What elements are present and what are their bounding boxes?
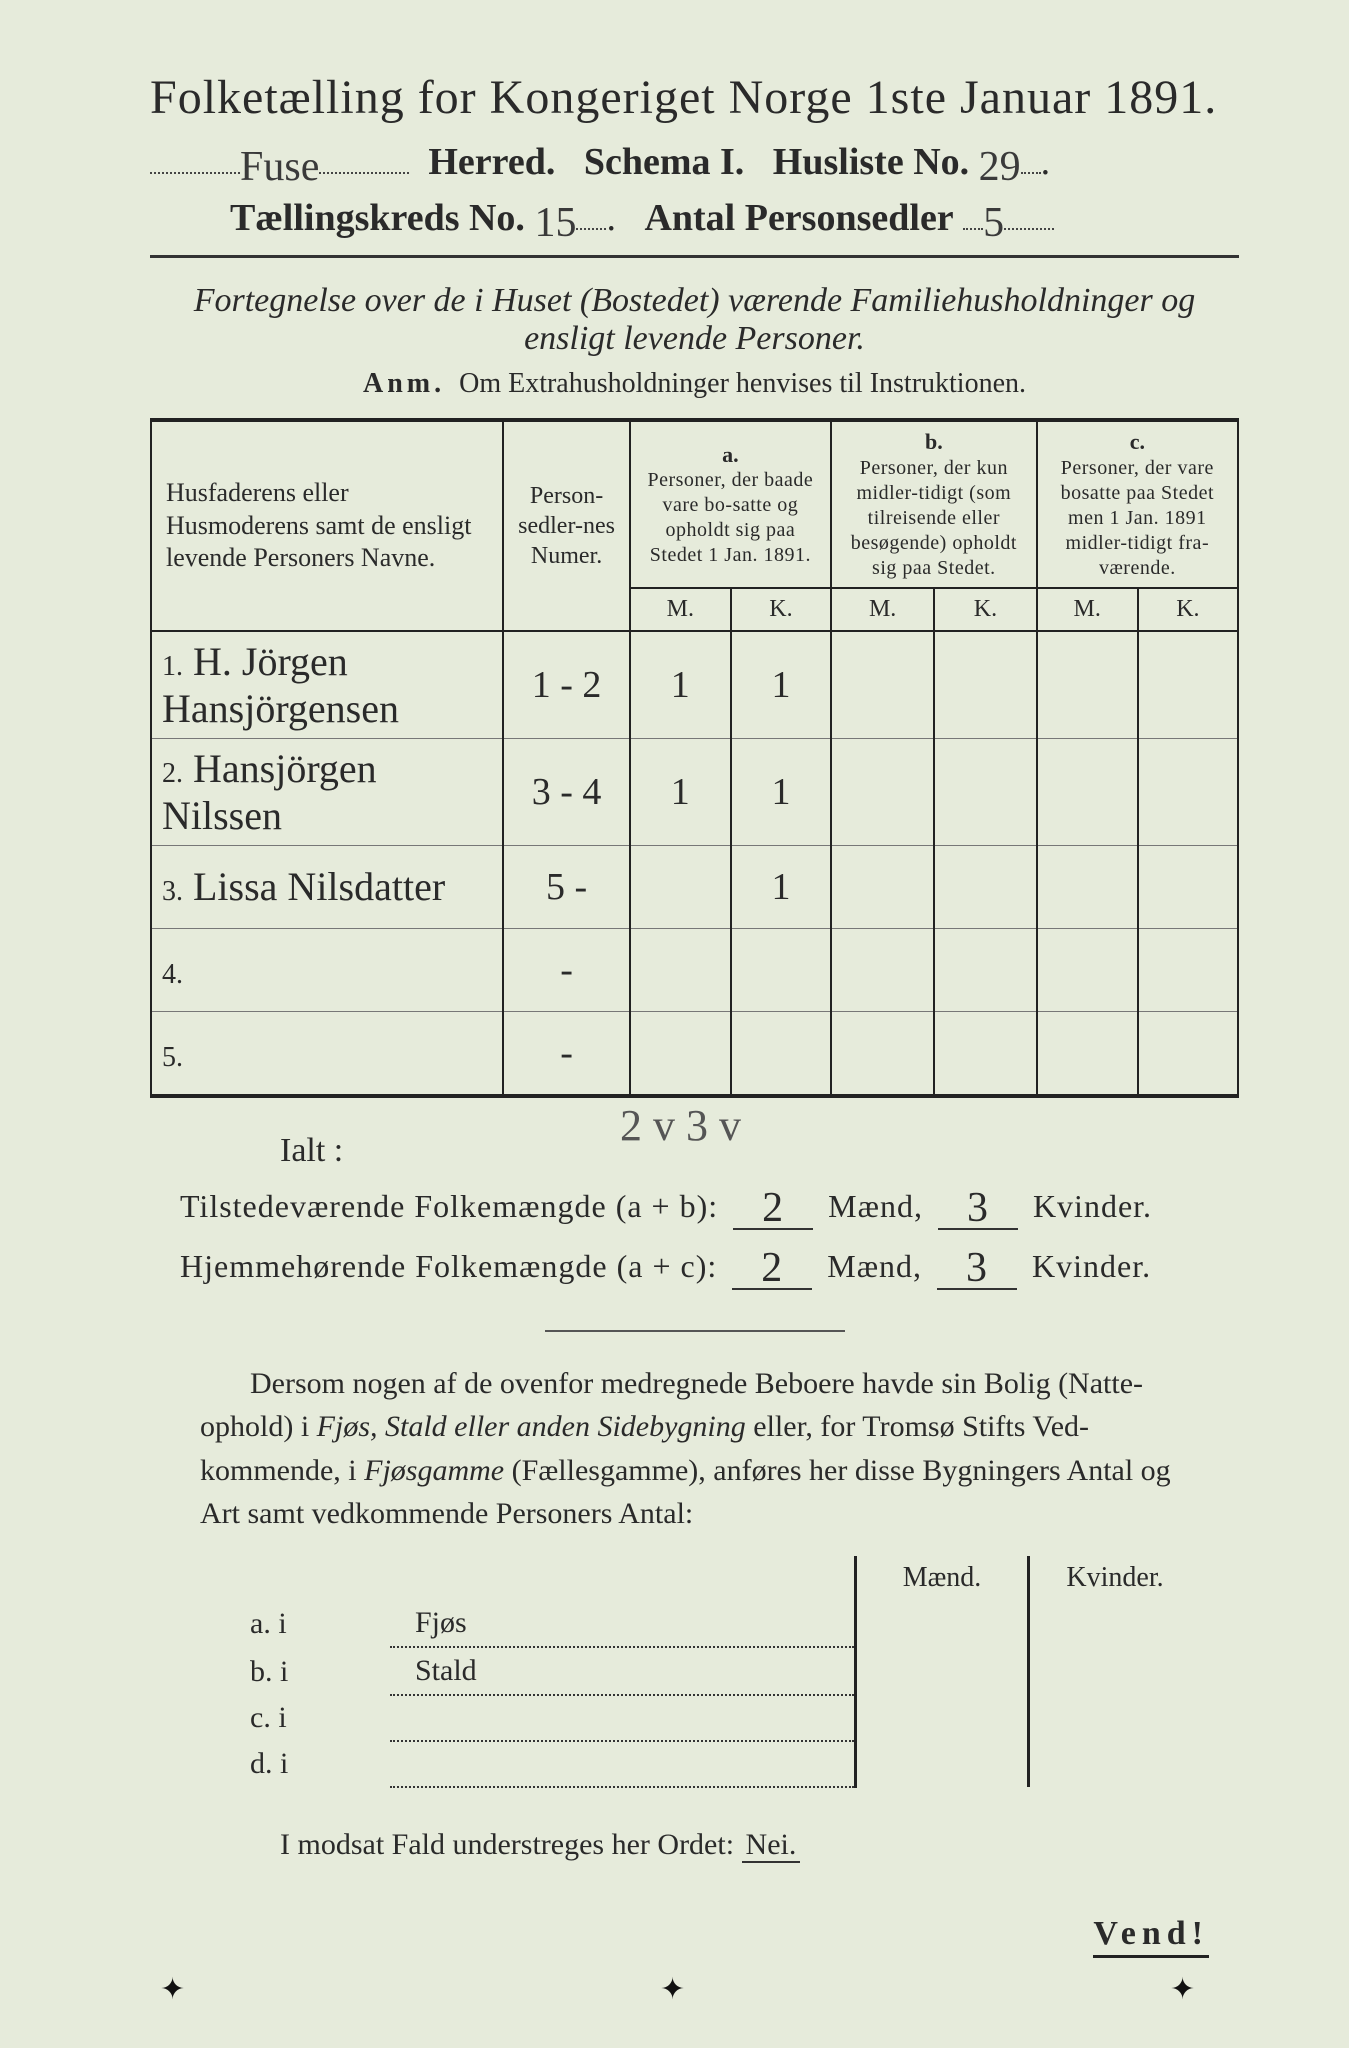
col-num-header: Person-sedler-nes Numer. bbox=[503, 420, 629, 631]
col-name-header: Husfaderens eller Husmoderens samt de en… bbox=[151, 420, 503, 631]
col-a-letter: a. bbox=[639, 441, 822, 469]
kreds-value: 15 bbox=[534, 200, 576, 246]
total-ab-m: 2 bbox=[762, 1185, 784, 1231]
page-title: Folketælling for Kongeriget Norge 1ste J… bbox=[150, 70, 1239, 125]
col-c-header: c. Personer, der vare bosatte paa Stedet… bbox=[1037, 420, 1238, 588]
col-b-text: Personer, der kun midler-tidigt (som til… bbox=[840, 456, 1028, 581]
herred-label: Herred. bbox=[428, 141, 555, 183]
col-c-k: K. bbox=[1138, 588, 1238, 631]
byg-row: a. i Fjøs bbox=[240, 1600, 1200, 1647]
col-a-m: M. bbox=[630, 588, 731, 631]
header-row-2: Tællingskreds No. 15. Antal Personsedler… bbox=[230, 193, 1239, 241]
total-ac-label: Hjemmehørende Folkemængde (a + c): bbox=[180, 1248, 717, 1284]
total-ac-k: 3 bbox=[966, 1245, 988, 1291]
byg-row: c. i bbox=[240, 1695, 1200, 1741]
total-ac-m: 2 bbox=[761, 1245, 783, 1291]
byg-col-k: Kvinder. bbox=[1029, 1556, 1201, 1600]
punch-mark-icon: ✦ bbox=[660, 1972, 686, 1998]
main-table: Husfaderens eller Husmoderens samt de en… bbox=[150, 418, 1239, 1098]
section-divider bbox=[545, 1330, 845, 1332]
total-row-ac: Hjemmehørende Folkemængde (a + c): 2 Mæn… bbox=[180, 1240, 1239, 1290]
herred-value: Fuse bbox=[240, 144, 319, 190]
punch-mark-icon: ✦ bbox=[160, 1972, 186, 1998]
ialt-scribble: 2 v 3 v bbox=[620, 1100, 741, 1151]
bygning-paragraph: Dersom nogen af de ovenfor medregnede Be… bbox=[200, 1362, 1209, 1536]
ialt-label: Ialt : bbox=[280, 1132, 1239, 1170]
table-row: 2.Hansjörgen Nilssen3 - 411 bbox=[151, 738, 1238, 845]
col-b-k: K. bbox=[934, 588, 1036, 631]
col-b-header: b. Personer, der kun midler-tidigt (som … bbox=[831, 420, 1037, 588]
husliste-value: 29 bbox=[979, 144, 1021, 190]
bygning-table: Mænd. Kvinder. a. i Fjøs b. i Stald c. i… bbox=[240, 1556, 1200, 1788]
col-b-letter: b. bbox=[840, 428, 1028, 456]
total-ab-k: 3 bbox=[967, 1185, 989, 1231]
modsat-text: I modsat Fald understreges her Ordet: bbox=[280, 1828, 734, 1861]
modsat-line: I modsat Fald understreges her Ordet: Ne… bbox=[280, 1828, 1239, 1862]
census-form-page: Folketælling for Kongeriget Norge 1ste J… bbox=[0, 0, 1349, 2048]
byg-col-m: Mænd. bbox=[856, 1556, 1029, 1600]
punch-mark-icon: ✦ bbox=[1170, 1972, 1196, 1998]
kvinder-label: Kvinder. bbox=[1033, 1188, 1152, 1224]
table-row: 3.Lissa Nilsdatter5 -1 bbox=[151, 845, 1238, 928]
col-c-text: Personer, der vare bosatte paa Stedet me… bbox=[1046, 456, 1229, 581]
col-a-text: Personer, der baade vare bo-satte og oph… bbox=[639, 468, 822, 568]
husliste-label: Husliste No. bbox=[773, 141, 969, 183]
main-table-wrap: Husfaderens eller Husmoderens samt de en… bbox=[150, 418, 1239, 1098]
total-row-ab: Tilstedeværende Folkemængde (a + b): 2 M… bbox=[180, 1180, 1239, 1230]
total-ab-label: Tilstedeværende Folkemængde (a + b): bbox=[180, 1188, 718, 1224]
form-note: Anm. Anm. Om Extrahusholdninger henvises… bbox=[150, 368, 1239, 400]
personsedler-label: Antal Personsedler bbox=[644, 197, 953, 239]
byg-row: b. i Stald bbox=[240, 1647, 1200, 1695]
title-rule bbox=[150, 255, 1239, 258]
table-row: 4.- bbox=[151, 928, 1238, 1011]
maend-label: Mænd, bbox=[828, 1188, 923, 1224]
col-a-header: a. Personer, der baade vare bo-satte og … bbox=[630, 420, 831, 588]
byg-row: d. i bbox=[240, 1741, 1200, 1787]
schema-label: Schema I. bbox=[584, 141, 744, 183]
table-row: 1.H. Jörgen Hansjörgensen1 - 211 bbox=[151, 631, 1238, 739]
table-row: 5.- bbox=[151, 1011, 1238, 1096]
vend-label: Vend! bbox=[1093, 1915, 1209, 1958]
kreds-label: Tællingskreds No. bbox=[230, 197, 525, 239]
col-c-letter: c. bbox=[1046, 428, 1229, 456]
nei-word: Nei. bbox=[742, 1828, 801, 1863]
form-subtitle: Fortegnelse over de i Huset (Bostedet) v… bbox=[190, 282, 1199, 358]
col-c-m: M. bbox=[1037, 588, 1138, 631]
kvinder-label-2: Kvinder. bbox=[1032, 1248, 1151, 1284]
maend-label-2: Mænd, bbox=[827, 1248, 922, 1284]
personsedler-value: 5 bbox=[983, 200, 1004, 246]
col-a-k: K. bbox=[731, 588, 831, 631]
col-b-m: M. bbox=[831, 588, 934, 631]
header-row-1: Fuse Herred. Schema I. Husliste No. 29. bbox=[150, 137, 1239, 185]
